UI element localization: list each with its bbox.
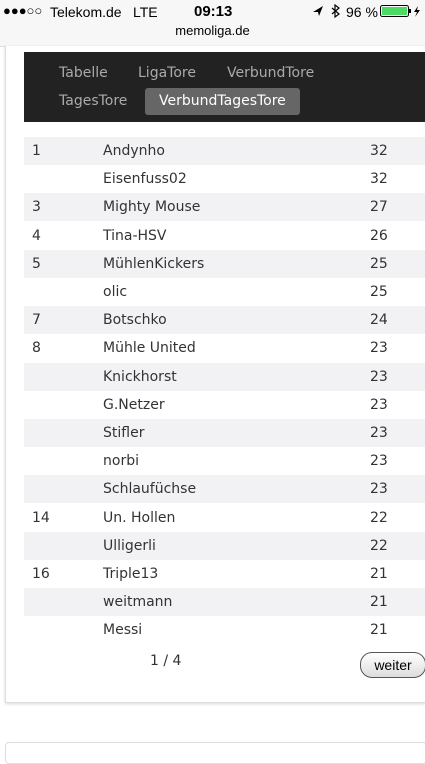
table-row: Messi 21 <box>24 616 425 644</box>
tab[interactable]: VerbundTagesTore <box>145 88 300 115</box>
player-name: Mighty Mouse <box>103 199 201 216</box>
table-row: weitmann 21 <box>24 588 425 617</box>
goals: 23 <box>370 453 388 470</box>
status-bar: ●●●○○ Telekom.de LTE 09:13 96 % memoliga… <box>0 0 425 47</box>
table-row: 7 Botschko 24 <box>24 306 425 335</box>
player-name: Botschko <box>103 312 167 329</box>
goals: 23 <box>370 396 388 413</box>
goals: 23 <box>370 340 388 357</box>
table-row: Eisenfuss02 32 <box>24 165 425 193</box>
goals: 32 <box>370 171 388 188</box>
table-row: norbi 23 <box>24 447 425 475</box>
goals: 22 <box>370 509 388 526</box>
carrier: Telekom.de <box>50 4 122 20</box>
goals: 27 <box>370 199 388 216</box>
status-icons <box>313 4 340 18</box>
table-row: 14 Un. Hollen 22 <box>24 504 425 532</box>
goals: 21 <box>370 594 388 611</box>
network: LTE <box>133 4 158 20</box>
player-name: MühlenKickers <box>103 255 205 272</box>
next-button[interactable]: weiter <box>360 652 425 678</box>
page-indicator: 1 / 4 <box>150 653 182 669</box>
goals: 23 <box>370 481 388 498</box>
goals: 22 <box>370 537 388 554</box>
player-name: Tina-HSV <box>103 227 167 244</box>
rank: 14 <box>32 509 50 526</box>
rank: 1 <box>32 143 41 159</box>
clock: 09:13 <box>194 3 233 20</box>
rank: 3 <box>32 199 41 216</box>
rank: 5 <box>32 255 41 272</box>
battery-level: 96 % <box>346 4 378 20</box>
player-name: Triple13 <box>103 566 159 582</box>
goals: 21 <box>370 566 388 582</box>
goals: 24 <box>370 312 388 329</box>
tab[interactable]: VerbundTore <box>227 65 315 81</box>
table-row: 4 Tina-HSV 26 <box>24 222 425 250</box>
table-row: 5 MühlenKickers 25 <box>24 249 425 278</box>
table-row: 1 Andynho 32 <box>24 137 425 165</box>
player-name: norbi <box>103 453 139 470</box>
rank: 16 <box>32 566 50 582</box>
tab-nav: Tabelle LigaTore VerbundTore TagesTore Verbu… <box>24 52 425 122</box>
table-row: Knickhorst 23 <box>24 362 425 391</box>
player-name: olic <box>103 284 128 300</box>
url: memoliga.de <box>175 23 250 38</box>
player-name: Knickhorst <box>103 368 177 385</box>
goals: 25 <box>370 255 388 272</box>
signal: ●●●○○ <box>3 3 43 18</box>
tab[interactable]: TagesTore <box>59 93 128 109</box>
table-row: 8 Mühle United 23 <box>24 334 425 362</box>
player-name: Stifler <box>103 425 145 441</box>
table-row: Stifler 23 <box>24 419 425 447</box>
goals: 32 <box>370 143 388 159</box>
player-name: Schlaufüchse <box>103 481 197 498</box>
rank: 4 <box>32 227 41 244</box>
player-name: Eisenfuss02 <box>103 171 187 188</box>
goals: 23 <box>370 425 388 441</box>
player-name: Un. Hollen <box>103 509 176 526</box>
table-row: G.Netzer 23 <box>24 391 425 419</box>
player-name: weitmann <box>103 594 173 611</box>
player-name: G.Netzer <box>103 396 165 413</box>
goals: 21 <box>370 622 388 639</box>
goals: 23 <box>370 368 388 385</box>
player-name: Messi <box>103 622 143 639</box>
goals: 26 <box>370 227 388 244</box>
rank: 8 <box>32 340 41 357</box>
tab[interactable]: LigaTore <box>138 65 196 81</box>
table-row: Ulligerli 22 <box>24 531 425 560</box>
goals: 25 <box>370 284 388 300</box>
next-card <box>5 742 425 764</box>
table-row: olic 25 <box>24 278 425 306</box>
table-row: 16 Triple13 21 <box>24 560 425 588</box>
table-row: 3 Mighty Mouse 27 <box>24 193 425 222</box>
battery-icon <box>380 5 420 17</box>
player-name: Ulligerli <box>103 537 156 554</box>
player-name: Andynho <box>103 143 165 159</box>
rank: 7 <box>32 312 41 329</box>
tab[interactable]: Tabelle <box>59 65 108 81</box>
player-name: Mühle United <box>103 340 196 357</box>
table-row: Schlaufüchse 23 <box>24 475 425 504</box>
